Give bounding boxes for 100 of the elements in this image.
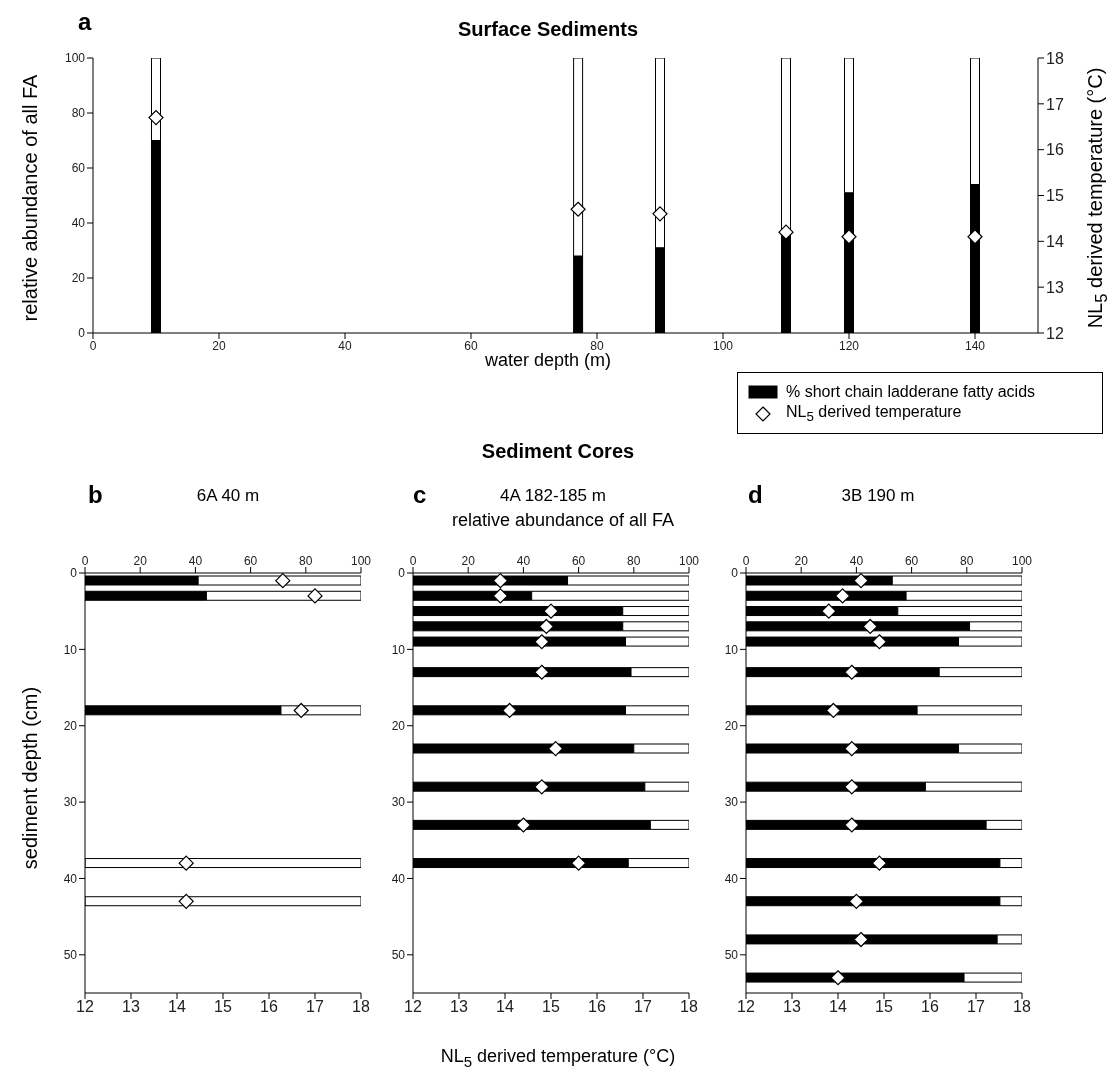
x-tick-label: 60 — [243, 554, 258, 568]
point — [307, 588, 323, 604]
x-tick-label: 100 — [350, 554, 372, 568]
y-tick-label: 50 — [391, 948, 406, 963]
x2-tick-label: 17 — [306, 998, 324, 1016]
point — [548, 741, 564, 757]
point — [967, 229, 983, 245]
x-tick-label: 20 — [212, 338, 226, 353]
y-tick-label: 20 — [71, 271, 86, 286]
point — [534, 779, 550, 795]
text: a — [78, 8, 92, 35]
x-axis-title: relative abundance of all FA — [451, 510, 675, 530]
x-tick-label: 60 — [571, 554, 586, 568]
point — [853, 573, 869, 589]
legend-label: NL$_{5}$ derived temperature — [786, 403, 962, 425]
x2-tick-label: 15 — [542, 998, 560, 1016]
x-tick-label: 0 — [89, 338, 97, 353]
y-tick-label: 40 — [71, 216, 86, 231]
x-tick-label: 140 — [964, 338, 986, 353]
point — [844, 779, 860, 795]
chart-title: Surface Sediments — [457, 18, 639, 40]
point — [853, 931, 869, 948]
point — [178, 893, 194, 909]
x2-tick-label: 18 — [1013, 998, 1031, 1016]
y-tick-label: 40 — [724, 871, 739, 886]
x-tick-label: 40 — [188, 554, 203, 568]
point — [871, 634, 887, 650]
point — [538, 618, 554, 635]
point — [502, 702, 518, 719]
x-tick-label: 80 — [590, 338, 604, 353]
x-tick-label: 100 — [678, 554, 700, 568]
text: Sediment Cores — [481, 440, 635, 462]
point — [871, 855, 887, 871]
chart-title: 4A 182-185 m — [500, 486, 606, 505]
point — [178, 855, 194, 871]
x2-tick-label: 16 — [588, 998, 606, 1016]
x-tick-label: 40 — [849, 554, 864, 568]
x2-tick-label: 14 — [496, 998, 514, 1016]
x-tick-label: 0 — [409, 554, 417, 568]
x-tick-label: 20 — [133, 554, 148, 568]
x2-tick-label: 12 — [76, 998, 94, 1016]
x-tick-label: 120 — [838, 338, 860, 353]
x-tick-label: 40 — [338, 338, 352, 353]
y-tick-label: 0 — [731, 566, 739, 581]
x-tick-label: 40 — [516, 554, 531, 568]
y-tick-label: 20 — [63, 718, 78, 733]
y2-tick-label: 16 — [1046, 141, 1064, 159]
y-tick-label: 20 — [391, 718, 406, 733]
x2-tick-label: 12 — [404, 998, 422, 1016]
point — [844, 664, 860, 680]
point — [825, 702, 841, 719]
point — [844, 817, 860, 833]
x-axis-title: water depth (m) — [484, 350, 612, 370]
x-tick-label: 100 — [1011, 554, 1033, 568]
x2-tick-label: 12 — [737, 998, 755, 1016]
text: d — [748, 481, 763, 508]
point — [778, 224, 794, 240]
y2-tick-label: 17 — [1046, 95, 1064, 113]
x2-axis-title: NL$_{5}$ derived temperature (°C) — [440, 1046, 676, 1070]
y-tick-label: 40 — [63, 871, 78, 886]
x-tick-label: 80 — [627, 554, 641, 568]
x2-tick-label: 18 — [352, 998, 370, 1016]
point — [148, 109, 164, 126]
x2-tick-label: 16 — [260, 998, 278, 1016]
x2-tick-label: 16 — [921, 998, 939, 1016]
point — [835, 588, 851, 604]
y-tick-label: 30 — [724, 795, 739, 810]
y-tick-label: 80 — [71, 106, 86, 121]
x2-tick-label: 14 — [168, 998, 186, 1016]
point — [848, 893, 864, 909]
x2-tick-label: 18 — [680, 998, 698, 1016]
x2-tick-label: 13 — [450, 998, 468, 1016]
point — [534, 664, 550, 680]
text: b — [88, 481, 103, 508]
point — [821, 603, 837, 619]
y-axis-title: relative abundance of all FA — [18, 74, 41, 322]
x-tick-label: 80 — [299, 554, 313, 568]
point — [652, 206, 668, 222]
y-tick-label: 100 — [64, 51, 86, 66]
y-tick-label: 50 — [724, 948, 739, 963]
y-tick-label: 0 — [70, 566, 78, 581]
point — [543, 603, 559, 619]
y-tick-label: 50 — [63, 948, 78, 963]
legend-label: % short chain ladderane fatty acids — [786, 383, 1036, 401]
x-tick-label: 80 — [960, 554, 974, 568]
x2-tick-label: 17 — [634, 998, 652, 1016]
y2-tick-label: 14 — [1046, 233, 1064, 251]
y-axis-title: sediment depth (cm) — [18, 686, 41, 870]
point — [830, 970, 846, 986]
x-tick-label: 60 — [464, 338, 478, 353]
point — [293, 702, 309, 719]
y2-tick-label: 13 — [1046, 278, 1064, 296]
y2-tick-label: 12 — [1046, 324, 1064, 342]
y-tick-label: 30 — [391, 795, 406, 810]
point — [275, 573, 291, 589]
x2-tick-label: 15 — [214, 998, 232, 1016]
point — [515, 817, 531, 833]
point — [571, 855, 587, 871]
x-tick-label: 20 — [461, 554, 476, 568]
y2-tick-label: 15 — [1046, 187, 1064, 205]
